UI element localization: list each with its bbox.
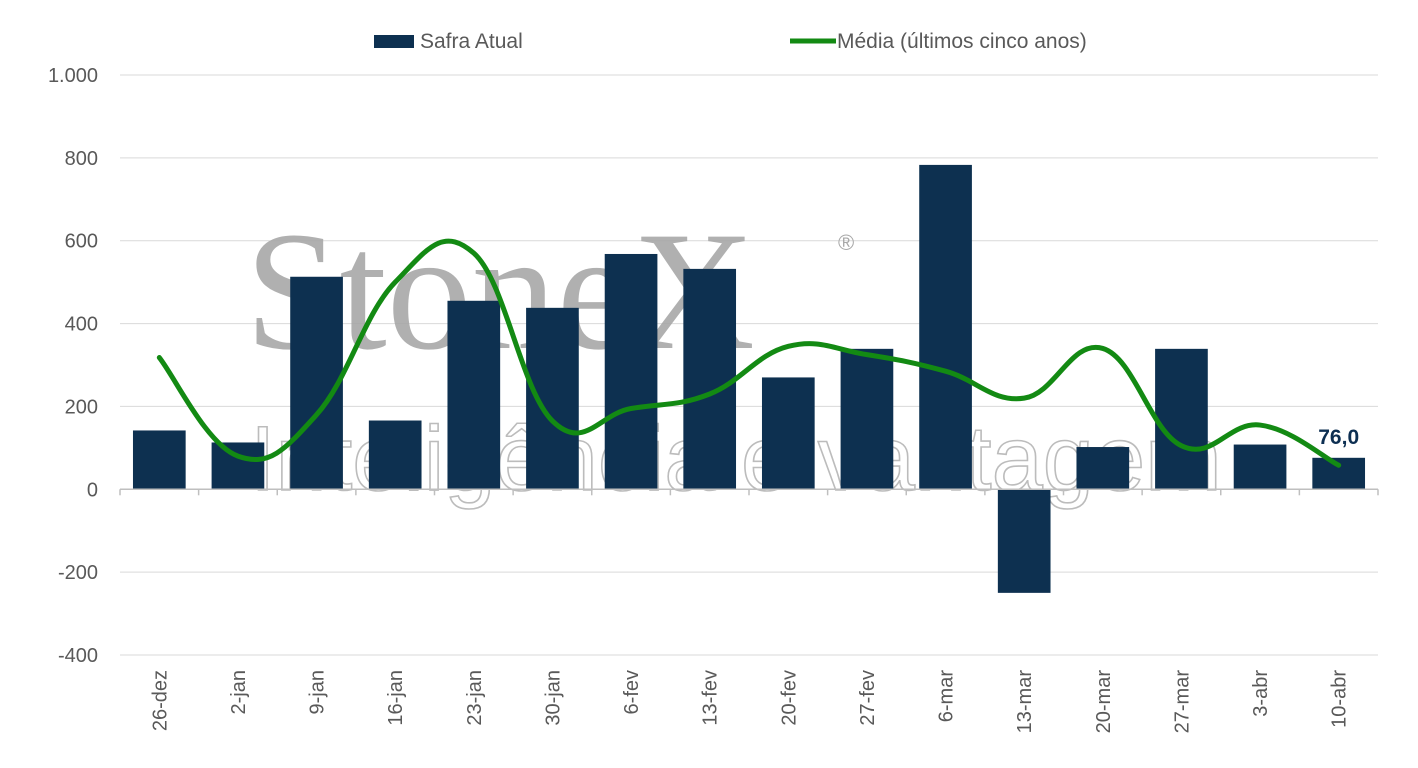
x-tick-label: 27-mar bbox=[1171, 670, 1193, 734]
watermark-registered-mark: ® bbox=[838, 230, 854, 255]
bar bbox=[919, 164, 972, 490]
bar bbox=[1076, 447, 1130, 490]
x-tick-label: 23-jan bbox=[464, 670, 486, 726]
y-tick-label: 200 bbox=[65, 396, 98, 418]
y-tick-label: -400 bbox=[58, 645, 98, 667]
bar bbox=[526, 307, 579, 490]
y-axis-tick-labels: -400 -200 0 200 400 600 800 1.000 bbox=[48, 65, 98, 667]
x-tick-label: 16-jan bbox=[385, 670, 407, 726]
x-tick-label: 27-fev bbox=[857, 670, 879, 726]
x-tick-label: 9-jan bbox=[307, 670, 329, 714]
x-tick-label: 13-mar bbox=[1014, 670, 1036, 734]
x-tick-label: 3-abr bbox=[1250, 670, 1272, 717]
legend-bar-label: Safra Atual bbox=[420, 30, 523, 53]
x-axis-tick-marks bbox=[119, 489, 1379, 496]
bar bbox=[604, 253, 658, 490]
data-labels: 76,0 bbox=[1318, 426, 1359, 449]
bar bbox=[1233, 444, 1287, 490]
line-series bbox=[156, 238, 1342, 468]
average-line bbox=[156, 238, 1342, 468]
bar bbox=[132, 430, 186, 490]
bar-series bbox=[132, 164, 1366, 593]
legend: Safra Atual Média (últimos cinco anos) bbox=[374, 30, 1087, 53]
y-tick-label: 800 bbox=[65, 148, 98, 170]
x-axis-tick-labels: 26-dez 2-jan 9-jan 16-jan 23-jan 30-jan 6-fev 1… bbox=[149, 670, 1350, 734]
y-tick-label: 0 bbox=[87, 479, 98, 501]
x-tick-label: 6-fev bbox=[621, 670, 643, 714]
bar bbox=[1155, 348, 1208, 490]
y-tick-label: -200 bbox=[58, 562, 98, 584]
y-tick-label: 1.000 bbox=[48, 65, 98, 87]
x-tick-label: 30-jan bbox=[542, 670, 564, 726]
y-tick-label: 600 bbox=[65, 231, 98, 253]
y-tick-label: 400 bbox=[65, 314, 98, 336]
bar bbox=[290, 276, 343, 490]
data-label: 76,0 bbox=[1318, 426, 1359, 449]
bar bbox=[368, 420, 422, 490]
bar bbox=[840, 348, 894, 490]
x-tick-label: 20-mar bbox=[1093, 670, 1115, 734]
x-tick-label: 20-fev bbox=[778, 670, 800, 726]
x-tick-label: 6-mar bbox=[936, 670, 958, 723]
legend-bar-swatch bbox=[374, 35, 414, 48]
x-tick-label: 26-dez bbox=[149, 670, 171, 731]
x-tick-label: 10-abr bbox=[1329, 670, 1351, 728]
legend-line-label: Média (últimos cinco anos) bbox=[837, 30, 1087, 53]
x-tick-label: 2-jan bbox=[228, 670, 250, 714]
bar bbox=[683, 268, 737, 490]
bar bbox=[997, 489, 1051, 593]
bar bbox=[211, 442, 265, 490]
x-tick-label: 13-fev bbox=[700, 670, 722, 726]
bar bbox=[761, 377, 815, 490]
bar bbox=[447, 300, 501, 490]
